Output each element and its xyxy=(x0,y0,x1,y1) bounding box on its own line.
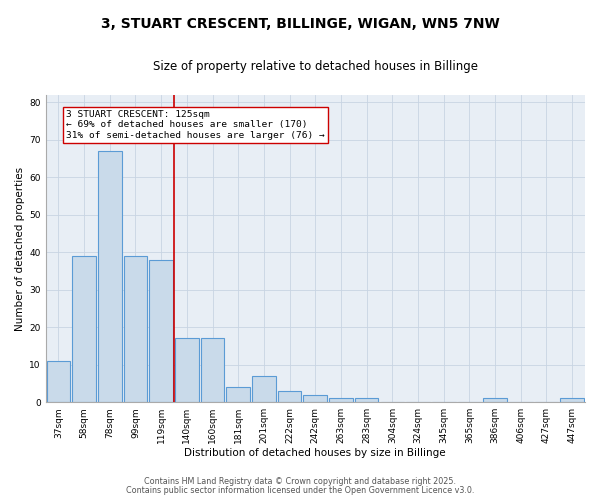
Title: Size of property relative to detached houses in Billinge: Size of property relative to detached ho… xyxy=(153,60,478,73)
Text: 3 STUART CRESCENT: 125sqm
← 69% of detached houses are smaller (170)
31% of semi: 3 STUART CRESCENT: 125sqm ← 69% of detac… xyxy=(66,110,325,140)
Bar xyxy=(355,398,379,402)
Bar xyxy=(278,391,301,402)
Text: 3, STUART CRESCENT, BILLINGE, WIGAN, WN5 7NW: 3, STUART CRESCENT, BILLINGE, WIGAN, WN5… xyxy=(101,18,499,32)
X-axis label: Distribution of detached houses by size in Billinge: Distribution of detached houses by size … xyxy=(184,448,446,458)
Bar xyxy=(226,387,250,402)
Bar xyxy=(175,338,199,402)
Bar xyxy=(98,151,122,402)
Bar xyxy=(72,256,96,402)
Bar xyxy=(304,394,327,402)
Bar xyxy=(124,256,147,402)
Bar xyxy=(47,361,70,402)
Text: Contains public sector information licensed under the Open Government Licence v3: Contains public sector information licen… xyxy=(126,486,474,495)
Y-axis label: Number of detached properties: Number of detached properties xyxy=(15,166,25,330)
Bar xyxy=(200,338,224,402)
Bar xyxy=(149,260,173,402)
Bar xyxy=(329,398,353,402)
Bar xyxy=(252,376,276,402)
Bar xyxy=(483,398,507,402)
Text: Contains HM Land Registry data © Crown copyright and database right 2025.: Contains HM Land Registry data © Crown c… xyxy=(144,477,456,486)
Bar xyxy=(560,398,584,402)
